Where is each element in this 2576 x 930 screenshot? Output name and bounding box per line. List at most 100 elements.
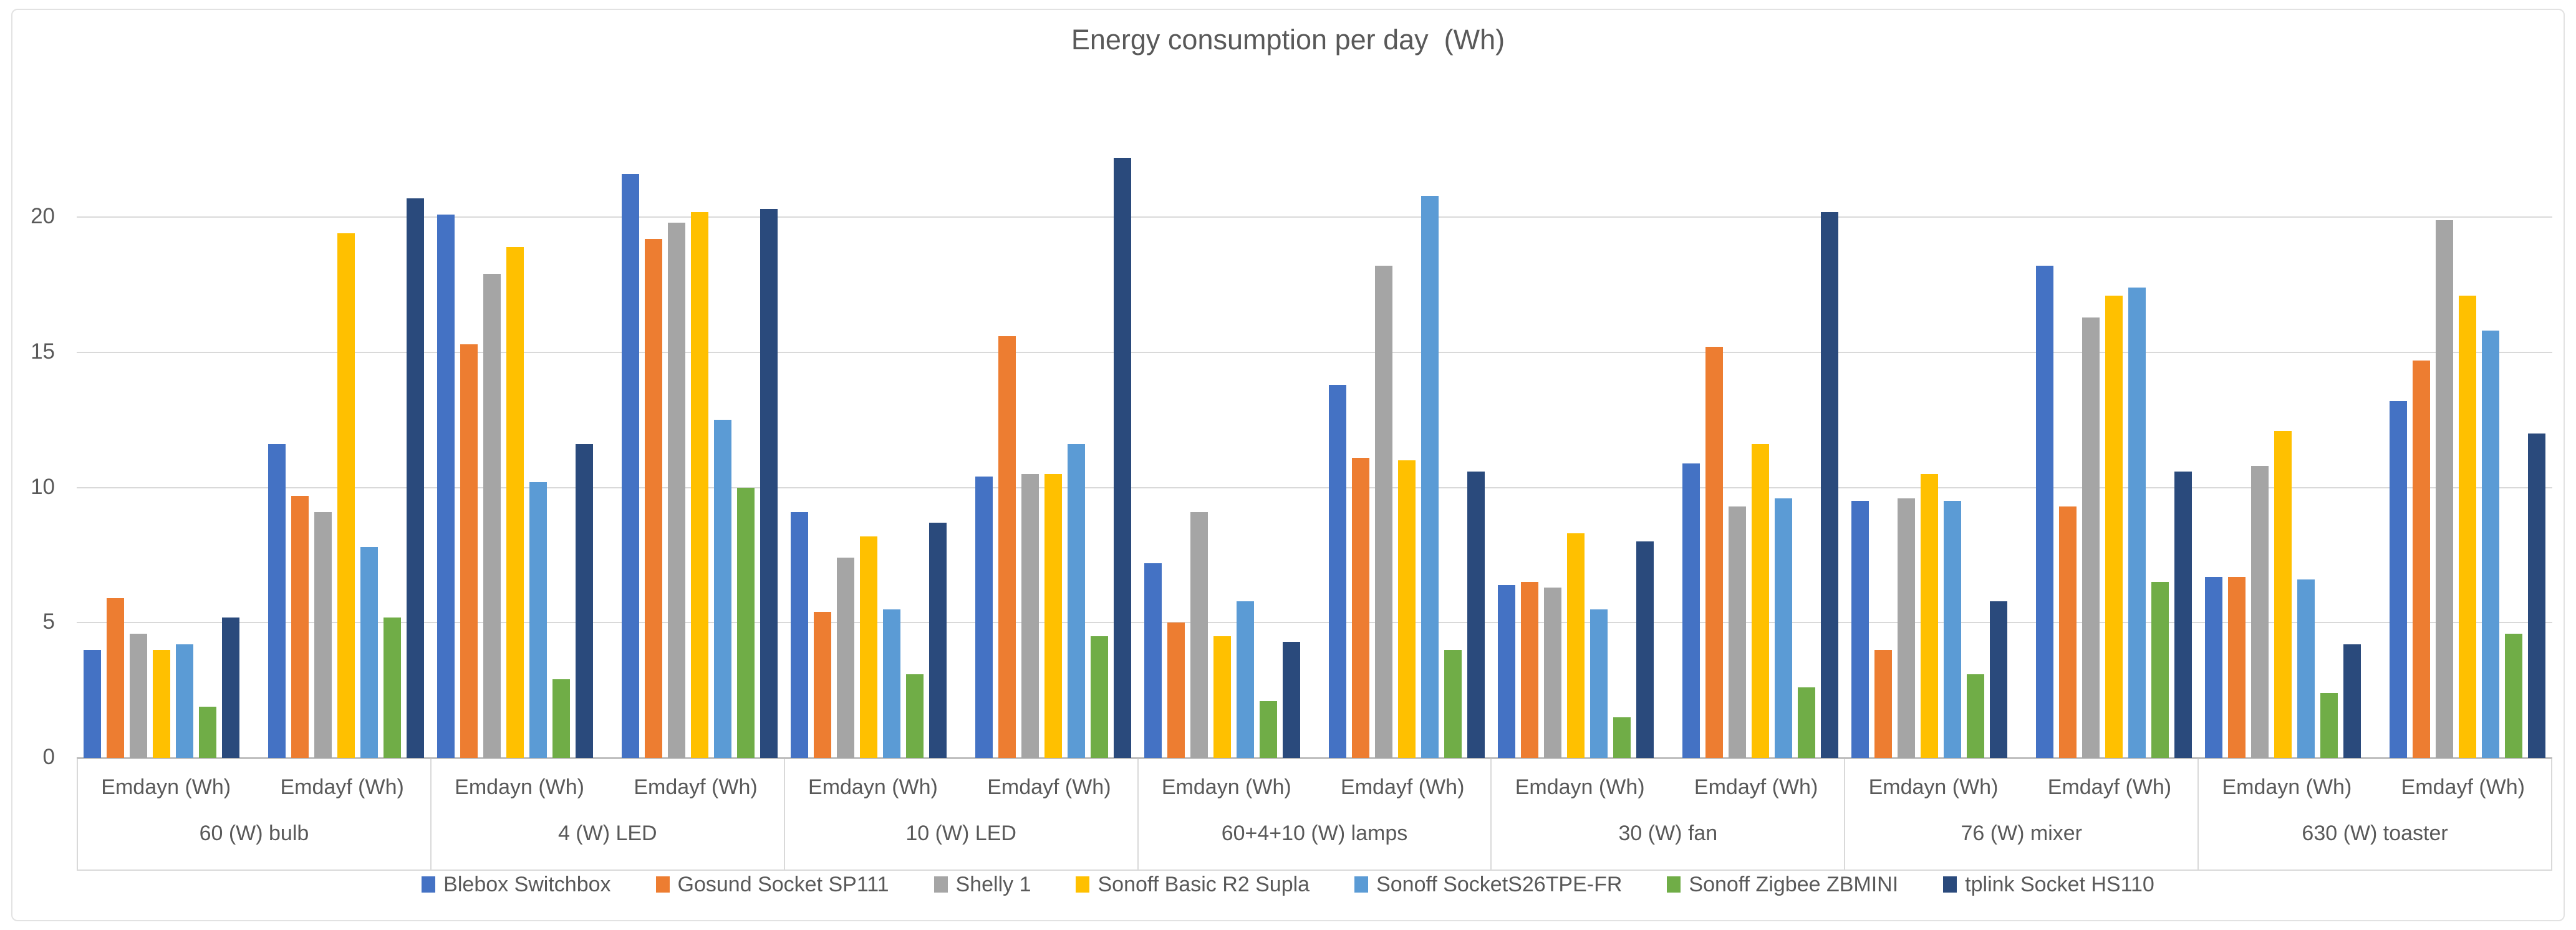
bar[interactable] [2082,317,2100,758]
bar[interactable] [2505,634,2523,758]
bar[interactable] [1944,501,1962,758]
bar[interactable] [314,512,332,758]
bar[interactable] [1113,158,1131,758]
legend-item[interactable]: Sonoff SocketS26TPE-FR [1354,873,1622,897]
bar[interactable] [859,536,877,758]
bar[interactable] [2205,577,2223,758]
bar[interactable] [790,512,808,758]
bar[interactable] [2036,266,2054,758]
bar[interactable] [575,444,593,758]
bar[interactable] [644,239,662,758]
bar[interactable] [2128,288,2146,758]
legend-item[interactable]: Sonoff Basic R2 Supla [1076,873,1310,897]
bar[interactable] [360,547,378,758]
bar[interactable] [1705,347,1724,758]
bar[interactable] [198,707,216,758]
bar[interactable] [1613,717,1631,758]
bar[interactable] [1898,498,1916,758]
bar[interactable] [2274,431,2292,758]
bar[interactable] [1213,636,1231,758]
bar[interactable] [1775,498,1793,758]
bar[interactable] [2228,577,2246,758]
bar[interactable] [1590,609,1608,758]
legend-item[interactable]: Gosund Socket SP111 [655,873,889,897]
bar[interactable] [1729,506,1747,758]
bar[interactable] [1851,501,1869,758]
bar[interactable] [1167,622,1185,758]
bar[interactable] [760,209,778,758]
legend-item[interactable]: Shelly 1 [933,873,1031,897]
bar[interactable] [1328,385,1346,758]
bar[interactable] [506,247,524,758]
bar[interactable] [2528,434,2546,758]
bar[interactable] [1467,472,1485,758]
bar[interactable] [2459,296,2477,758]
bar[interactable] [1821,212,1839,758]
bar[interactable] [1351,458,1369,758]
bar[interactable] [1282,642,1300,758]
bar[interactable] [621,174,639,758]
bar[interactable] [998,336,1016,758]
bar[interactable] [406,198,424,758]
bar[interactable] [836,558,854,758]
bar[interactable] [2297,579,2315,758]
bar[interactable] [1397,460,1416,758]
bar[interactable] [437,215,455,758]
legend-item[interactable]: tplink Socket HS110 [1943,873,2154,897]
bar[interactable] [1967,674,1985,758]
bar[interactable] [1567,533,1585,758]
bar[interactable] [2390,401,2408,758]
bar[interactable] [383,618,401,758]
bar[interactable] [1090,636,1108,758]
bar[interactable] [1798,687,1816,758]
bar[interactable] [905,674,924,758]
bar[interactable] [1521,582,1539,758]
bar[interactable] [667,223,685,758]
bar[interactable] [1921,474,1939,758]
bar[interactable] [2151,582,2169,758]
bar[interactable] [221,618,239,758]
bar[interactable] [1544,588,1562,758]
bar[interactable] [1044,474,1062,758]
bar[interactable] [129,634,147,758]
bar[interactable] [929,523,947,758]
bar[interactable] [2320,693,2338,758]
bar[interactable] [460,344,478,758]
bar[interactable] [1374,266,1392,758]
bar[interactable] [1682,463,1700,758]
bar[interactable] [2105,296,2123,758]
bar[interactable] [291,496,309,758]
bar[interactable] [1636,541,1654,758]
bar[interactable] [2482,331,2500,758]
bar[interactable] [1190,512,1208,758]
bar[interactable] [1498,585,1516,758]
bar[interactable] [106,598,124,758]
bar[interactable] [1421,196,1439,758]
bar[interactable] [1259,701,1277,758]
bar[interactable] [1021,474,1039,758]
bar[interactable] [337,233,355,758]
bar[interactable] [552,679,570,758]
bar[interactable] [2436,220,2454,758]
bar[interactable] [2059,506,2077,758]
bar[interactable] [882,609,900,758]
bar[interactable] [1144,563,1162,758]
bar[interactable] [713,420,731,758]
bar[interactable] [736,488,755,758]
bar[interactable] [1067,444,1085,758]
bar[interactable] [268,444,286,758]
bar[interactable] [1874,650,1893,758]
bar[interactable] [1236,601,1254,758]
bar[interactable] [483,274,501,758]
bar[interactable] [2251,466,2269,758]
bar[interactable] [175,644,193,758]
bar[interactable] [529,482,547,758]
bar[interactable] [1444,650,1462,758]
bar[interactable] [690,212,708,758]
bar[interactable] [152,650,170,758]
bar[interactable] [83,650,101,758]
bar[interactable] [1990,601,2008,758]
legend-item[interactable]: Blebox Switchbox [422,873,611,897]
bar[interactable] [2174,472,2192,758]
bar[interactable] [1752,444,1770,758]
